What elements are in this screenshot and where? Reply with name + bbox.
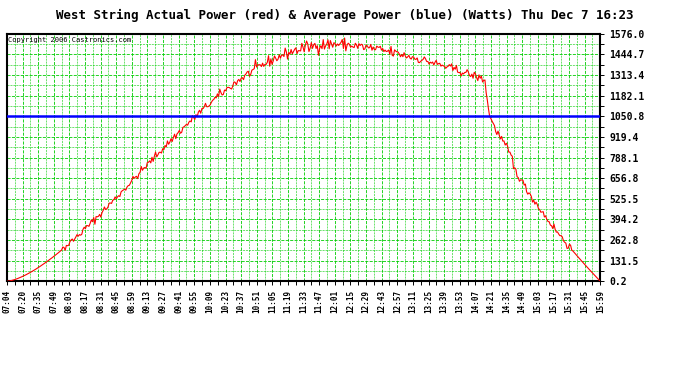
Text: West String Actual Power (red) & Average Power (blue) (Watts) Thu Dec 7 16:23: West String Actual Power (red) & Average… (57, 9, 633, 22)
Text: Copyright 2006 Castronics.com: Copyright 2006 Castronics.com (8, 38, 131, 44)
